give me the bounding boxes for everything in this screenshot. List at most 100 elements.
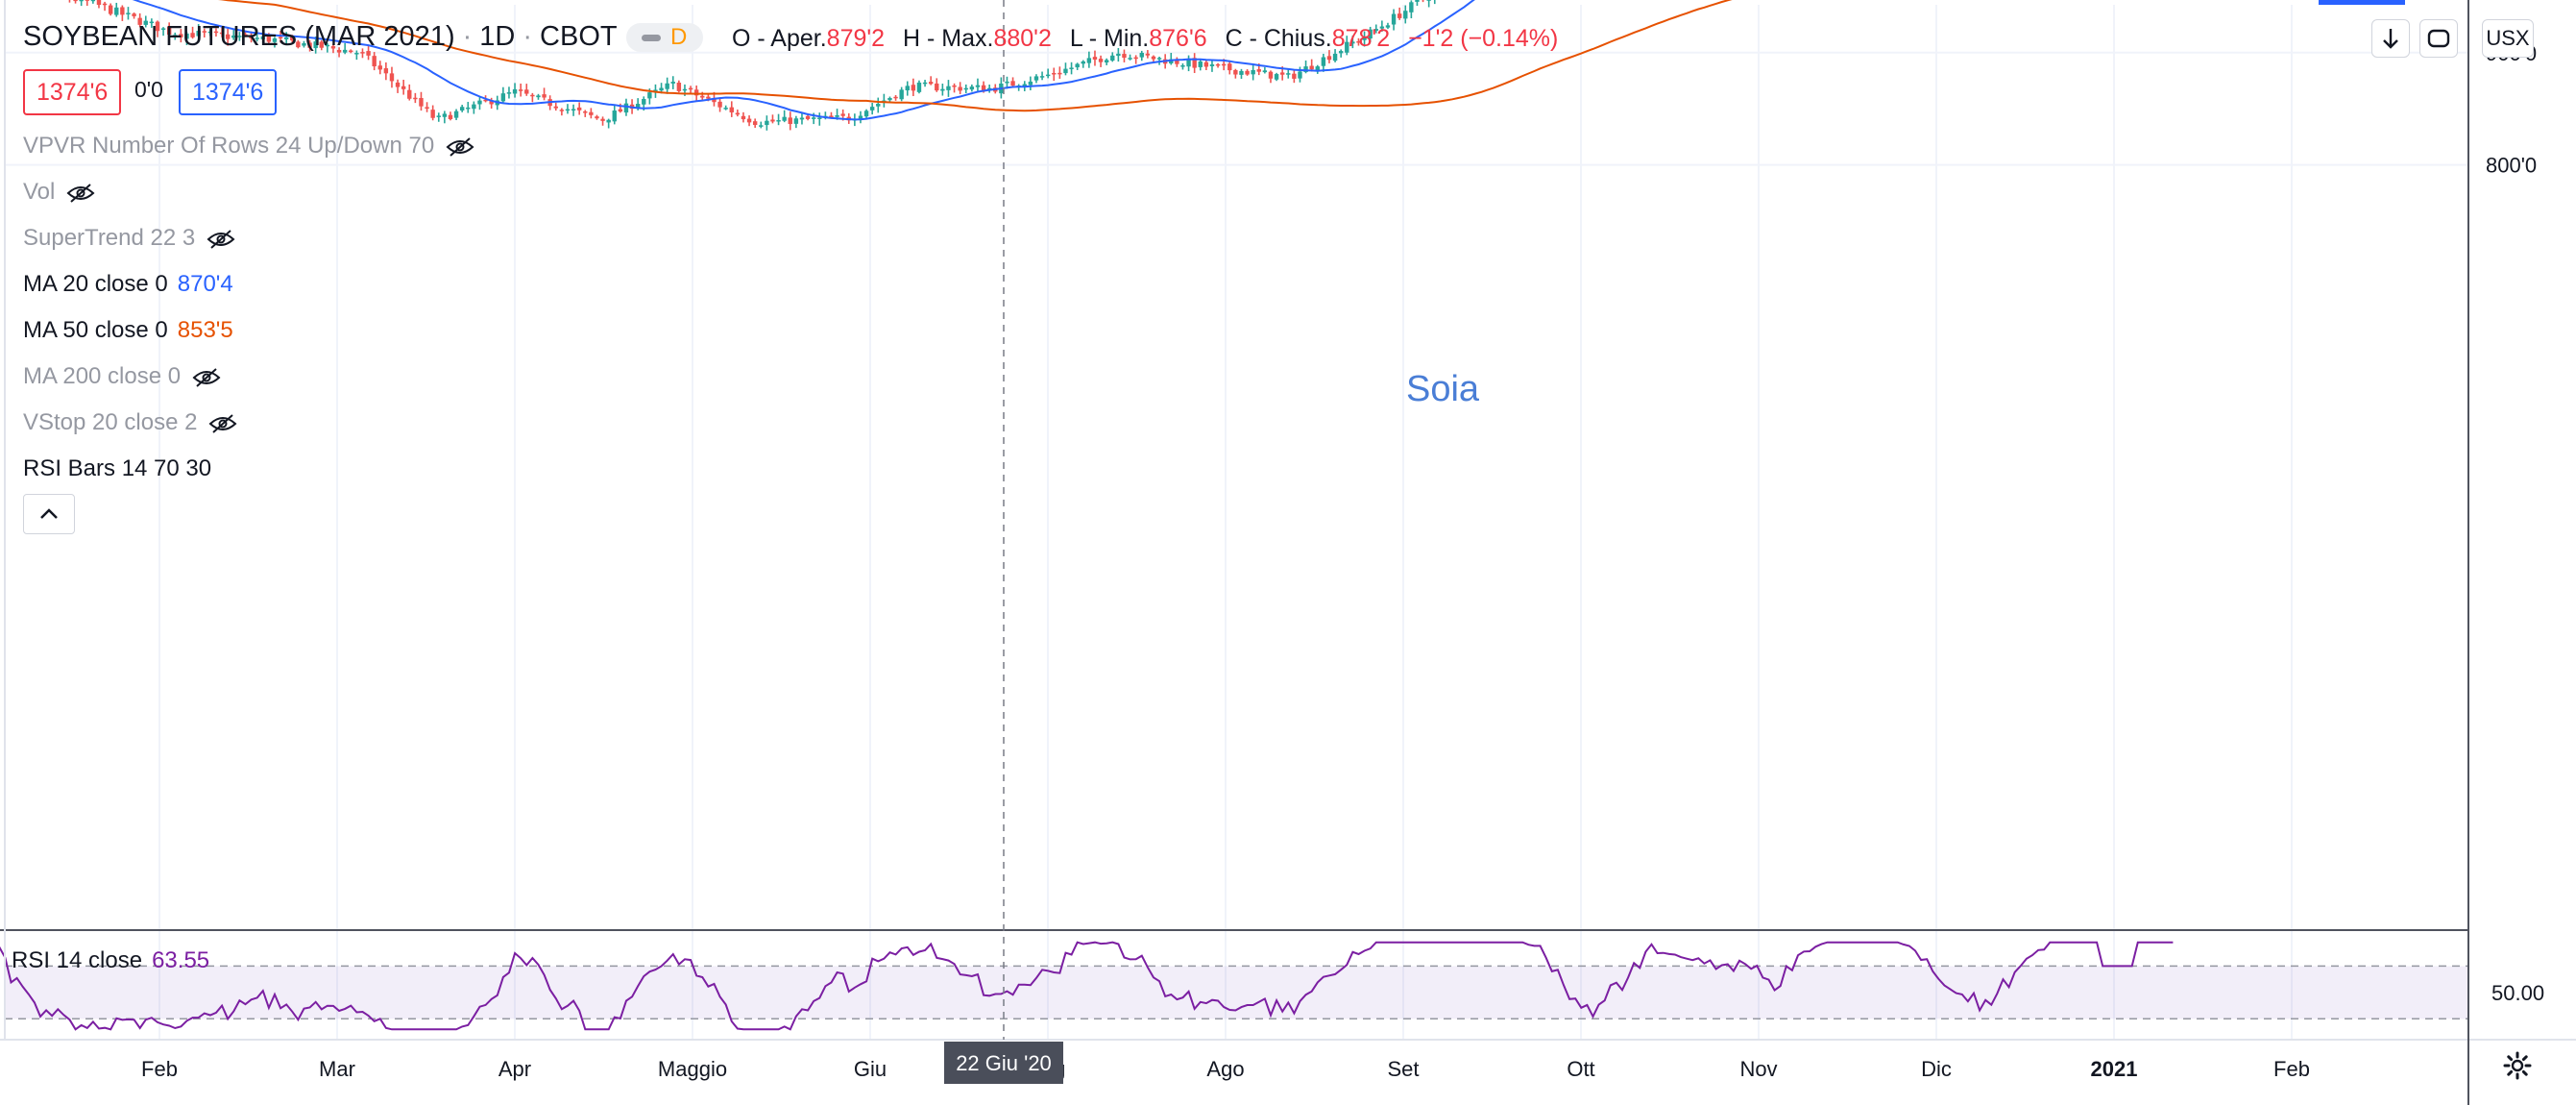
candle-body xyxy=(114,7,119,15)
candle-body xyxy=(1332,53,1338,61)
symbol-header[interactable]: SOYBEAN FUTURES (MAR 2021) · 1D · CBOT xyxy=(23,21,618,52)
candle-body xyxy=(1309,65,1314,70)
candle-body xyxy=(770,119,775,122)
candle-body xyxy=(1239,70,1244,75)
candle-body xyxy=(1409,2,1414,12)
candle-body xyxy=(1052,72,1057,75)
indicator-row[interactable]: VPVR Number Of Rows 24 Up/Down 70 xyxy=(23,133,474,160)
indicator-row[interactable]: MA 50 close 0 853'5 xyxy=(23,317,233,344)
download-button[interactable] xyxy=(2371,19,2410,58)
candle-body xyxy=(1262,70,1268,73)
candle-body xyxy=(1133,57,1138,60)
eye-off-icon[interactable] xyxy=(66,183,95,203)
candle-body xyxy=(1279,72,1285,75)
candle-body xyxy=(149,21,155,24)
indicator-row[interactable]: MA 200 close 0 xyxy=(23,363,221,390)
candle-body xyxy=(302,43,306,46)
candle-body xyxy=(1198,61,1203,67)
chevron-up-icon xyxy=(40,508,58,519)
candle-body xyxy=(612,110,617,122)
candle-body xyxy=(407,89,412,99)
candle-body xyxy=(389,73,395,82)
candle-body xyxy=(377,65,382,70)
candle-body xyxy=(237,36,242,37)
symbol-name[interactable]: SOYBEAN FUTURES (MAR 2021) xyxy=(23,21,455,52)
candle-body xyxy=(401,86,406,89)
candle-body xyxy=(840,113,845,116)
candle-body xyxy=(255,37,259,39)
candle-body xyxy=(1326,56,1332,61)
candle-body xyxy=(143,20,148,25)
candle-body xyxy=(354,53,359,55)
candle-body xyxy=(693,89,699,96)
candle-body xyxy=(120,7,125,15)
candle-body xyxy=(477,100,482,105)
time-axis-label: Mar xyxy=(319,1057,355,1081)
candle-body xyxy=(782,116,787,121)
candle-body xyxy=(1227,63,1232,71)
candle-body xyxy=(946,86,951,90)
candle-body xyxy=(712,98,717,103)
candle-body xyxy=(459,107,465,110)
candle-body xyxy=(1192,58,1197,68)
eye-off-icon[interactable] xyxy=(446,136,474,157)
eye-off-icon[interactable] xyxy=(208,413,237,433)
candle-body xyxy=(489,100,494,105)
indicator-row[interactable]: MA 20 close 0 870'4 xyxy=(23,271,233,298)
candle-body xyxy=(1426,0,1431,1)
buy-button[interactable]: 1374'6 xyxy=(179,69,278,115)
indicator-label: VPVR Number Of Rows 24 Up/Down 70 xyxy=(23,133,435,159)
time-axis-label: Set xyxy=(1387,1057,1419,1081)
interval-label[interactable]: 1D xyxy=(479,21,516,52)
candle-body xyxy=(1315,66,1320,71)
candle-body xyxy=(472,104,476,110)
sell-button[interactable]: 1374'6 xyxy=(23,69,122,115)
candle-body xyxy=(1415,0,1420,2)
candle-body xyxy=(207,31,213,34)
settings-button[interactable] xyxy=(2503,1051,2532,1080)
candle-body xyxy=(1022,84,1027,86)
candle-body xyxy=(1139,53,1144,58)
candle-body xyxy=(1379,26,1385,29)
candle-body xyxy=(1345,41,1349,53)
candle-body xyxy=(1268,71,1274,79)
candle-body xyxy=(466,107,471,110)
candle-body xyxy=(969,86,975,90)
candle-body xyxy=(765,120,769,126)
candle-body xyxy=(453,110,459,118)
indicator-row[interactable]: VStop 20 close 2 xyxy=(23,409,237,436)
price-axis-label: 800'0 xyxy=(2486,154,2537,178)
market-status-pill[interactable]: D xyxy=(626,23,703,52)
market-closed-icon xyxy=(642,35,661,41)
indicator-label: VStop 20 close 2 xyxy=(23,409,198,435)
candle-body xyxy=(1086,58,1092,63)
fullscreen-button[interactable] xyxy=(2419,19,2458,58)
eye-off-icon[interactable] xyxy=(192,367,221,387)
candle-body xyxy=(1081,61,1085,64)
currency-button[interactable]: USX xyxy=(2482,19,2534,58)
candle-body xyxy=(717,101,722,108)
candle-body xyxy=(589,111,594,115)
candle-body xyxy=(137,17,142,25)
candle-body xyxy=(1128,58,1132,60)
indicator-row[interactable]: Vol xyxy=(23,179,95,206)
candle-body xyxy=(911,85,916,91)
indicator-row[interactable]: SuperTrend 22 3 xyxy=(23,225,235,252)
candle-body xyxy=(1368,29,1373,39)
candle-body xyxy=(1116,53,1121,57)
chart-annotation-text[interactable]: Soia xyxy=(1406,369,1480,409)
indicator-label: MA 200 close 0 xyxy=(23,363,182,389)
candle-body xyxy=(202,31,207,33)
open-label: O - Aper. xyxy=(732,25,827,52)
candle-body xyxy=(876,104,881,107)
candle-body xyxy=(85,0,89,1)
eye-off-icon[interactable] xyxy=(207,229,235,249)
indicator-row[interactable]: RSI Bars 14 70 30 xyxy=(23,455,211,482)
collapse-legend-button[interactable] xyxy=(23,494,75,534)
exchange-label: CBOT xyxy=(540,21,618,52)
candle-body xyxy=(1391,13,1397,25)
open-value: 879'2 xyxy=(826,25,886,52)
candle-body xyxy=(916,82,922,92)
